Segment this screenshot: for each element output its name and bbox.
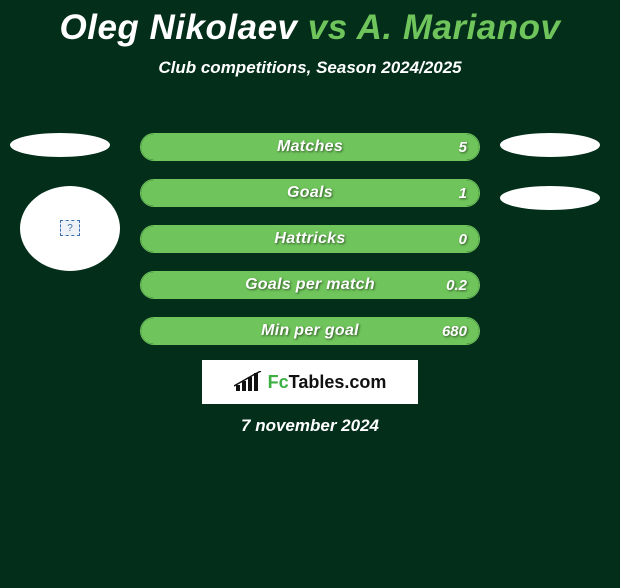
subtitle: Club competitions, Season 2024/2025 <box>0 58 620 78</box>
stat-bar-value: 5 <box>459 134 467 160</box>
vs-text: vs <box>298 8 357 47</box>
stat-bar-value: 1 <box>459 180 467 206</box>
stat-bar-value: 0.2 <box>446 272 467 298</box>
stat-bar-value: 0 <box>459 226 467 252</box>
stat-bar: Goals1 <box>140 179 480 207</box>
stat-bar-label: Min per goal <box>141 318 479 344</box>
stat-bar-label: Hattricks <box>141 226 479 252</box>
placeholder-icon: ? <box>60 220 80 236</box>
avatar-ellipse-right-2 <box>500 186 600 210</box>
stat-bar-label: Matches <box>141 134 479 160</box>
bar-chart-icon <box>234 371 262 393</box>
stats-bars: Matches5Goals1Hattricks0Goals per match0… <box>140 133 480 363</box>
stat-bar: Matches5 <box>140 133 480 161</box>
stat-bar: Goals per match0.2 <box>140 271 480 299</box>
logo-text: FcTables.com <box>268 372 387 393</box>
page-title: Oleg Nikolaev vs A. Marianov <box>0 8 620 48</box>
avatar-ellipse-left <box>10 133 110 157</box>
stat-bar-label: Goals <box>141 180 479 206</box>
stat-bar-label: Goals per match <box>141 272 479 298</box>
logo-suffix: Tables.com <box>289 372 387 392</box>
logo-prefix: Fc <box>268 372 289 392</box>
player2-name: A. Marianov <box>357 8 561 47</box>
stat-bar-value: 680 <box>442 318 467 344</box>
placeholder-glyph: ? <box>67 223 73 234</box>
stat-bar: Hattricks0 <box>140 225 480 253</box>
date-text: 7 november 2024 <box>0 416 620 436</box>
logo-box: FcTables.com <box>202 360 418 404</box>
avatar-circle-left: ? <box>20 186 120 271</box>
player1-name: Oleg Nikolaev <box>60 8 298 47</box>
avatar-ellipse-right-1 <box>500 133 600 157</box>
stat-bar: Min per goal680 <box>140 317 480 345</box>
